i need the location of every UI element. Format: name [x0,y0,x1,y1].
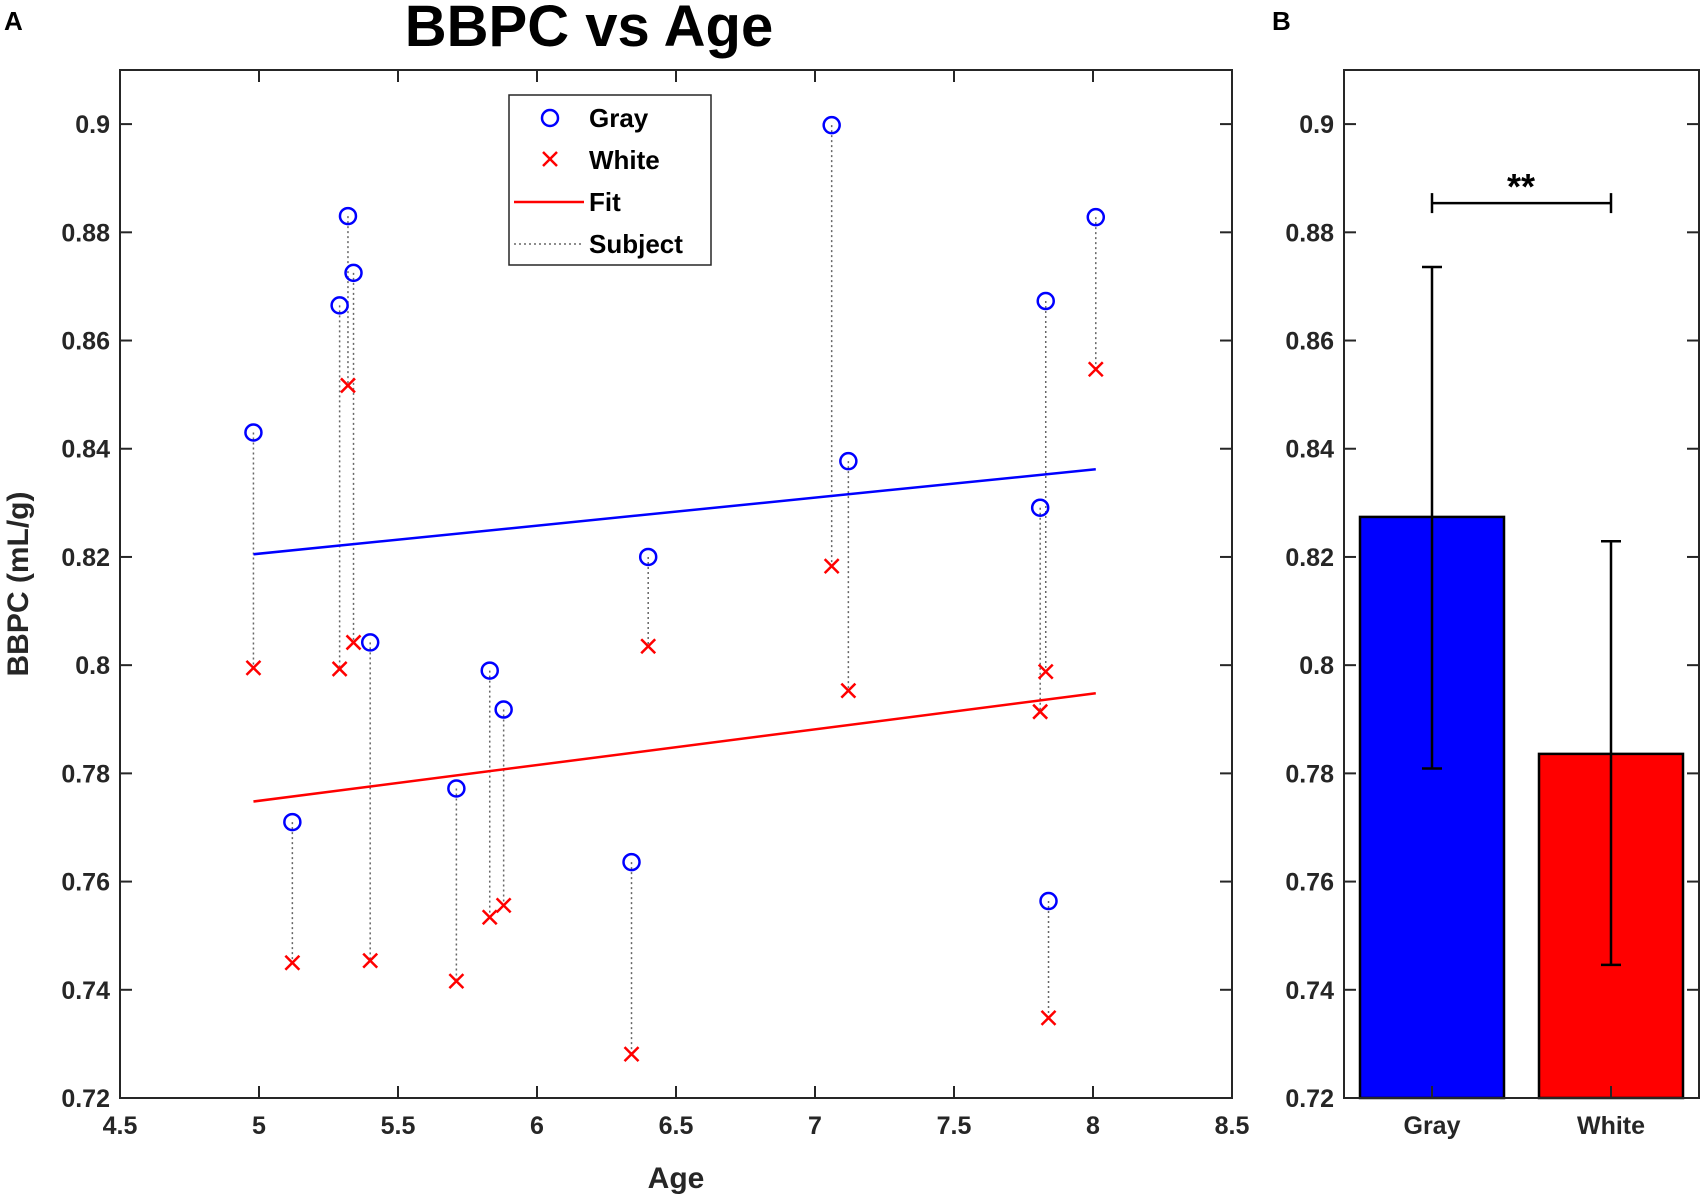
y-axis-b: 0.72 0.74 0.76 0.78 0.8 0.82 0.84 0.86 0.88 0.9 [1285,111,1699,1113]
scatter-chart: BBPC vs Age 0.720.740.760.780.80.820.840… [2,0,1249,1195]
x-tick-label: 7 [808,1112,822,1140]
y-tick-label: 0.74 [61,977,110,1005]
white-point [1032,703,1049,720]
white-point [481,909,498,926]
y-tick-label: 0.72 [61,1085,110,1113]
y-tick-label: 0.88 [1285,219,1334,247]
bars [1358,515,1685,1100]
x-tick-label: 7.5 [937,1112,972,1140]
gray-point [638,547,658,567]
subject-lines [252,125,1097,1055]
gray-point [622,852,641,872]
y-tick-label: 0.74 [1285,977,1334,1005]
x-tick-label: 6.5 [659,1112,694,1140]
x-tick-label: 5.5 [381,1112,416,1140]
x-tick-label: 5 [252,1112,266,1140]
white-point [1087,361,1104,378]
gray-point [480,661,499,680]
white-point [1037,663,1054,680]
x-axis-label: Age [648,1162,705,1195]
white-point [1040,1010,1057,1026]
white-fit-line [253,692,1096,803]
white-point [840,682,857,699]
gray-error-bar [1422,265,1442,770]
y-tick-label: 0.78 [1285,760,1334,788]
gray-point [330,296,349,315]
gray-point [360,633,380,652]
legend-fit-label: Fit [589,187,621,217]
y-tick-label: 0.8 [1299,652,1334,680]
legend-white-marker [542,151,558,167]
gray-point [839,451,858,471]
white-point [331,661,348,677]
white-point [362,952,379,969]
gray-point [1086,207,1106,227]
white-point [345,634,362,651]
gray-point [1039,891,1058,911]
y-tick-label: 0.78 [61,760,110,788]
x-tick-label: 8.5 [1215,1112,1250,1140]
white-point [448,973,465,990]
plot-area-b [1343,69,1700,1099]
y-tick-label: 0.8 [75,652,110,680]
x-axis-a: 4.5 5 5.5 6 6.5 7 7.5 8 8.5 [103,70,1250,1140]
white-point [623,1046,640,1063]
white-error-bar [1601,540,1621,967]
data-points [244,115,1106,1063]
significance-label: ** [1507,166,1535,207]
gray-point [1030,498,1050,517]
panel-label-b: B [1272,6,1291,36]
x-tick-label: 8 [1086,1112,1100,1140]
significance-line [1430,193,1613,214]
white-point [284,954,301,971]
legend-white-label: White [589,145,660,175]
y-tick-label: 0.82 [1285,544,1334,572]
x-tick-label: White [1577,1112,1645,1140]
y-tick-label: 0.84 [1285,436,1334,464]
y-tick-label: 0.9 [75,111,110,139]
y-tick-label: 0.9 [1299,111,1334,139]
chart-title: BBPC vs Age [405,0,774,59]
fit-lines [253,468,1096,803]
legend-subject-label: Subject [589,229,683,259]
y-axis-a: 0.72 0.74 0.76 0.78 0.8 0.82 0.84 0.86 0.88 0.9 [61,111,1232,1113]
gray-point [822,115,841,135]
y-axis-label: BBPC (mL/g) [2,492,35,677]
y-tick-label: 0.76 [61,869,110,897]
legend-gray-label: Gray [589,103,649,133]
gray-point [338,206,358,226]
bar-chart: 0.72 0.74 0.76 0.78 0.8 0.82 0.84 0.86 0.88 0.9 G… [1285,69,1700,1140]
white-point [340,377,356,394]
y-tick-label: 0.88 [61,219,110,247]
y-tick-label: 0.86 [61,328,110,356]
x-tick-label: Gray [1404,1112,1461,1140]
gray-point [244,423,263,442]
error-bars [1422,265,1621,967]
gray-point [494,700,513,719]
white-point [640,638,657,655]
gray-point [283,812,302,832]
x-axis-b: Gray White [1404,1086,1645,1140]
gray-fit-line [253,468,1096,556]
legend: Gray White Fit Subject [508,94,712,266]
white-point [823,558,840,575]
gray-point [447,779,466,798]
significance-bracket: ** [1430,166,1613,214]
gray-point [344,263,363,283]
y-tick-label: 0.82 [61,544,110,572]
panel-label-a: A [4,6,23,36]
white-point [495,897,512,914]
x-tick-label: 4.5 [103,1112,138,1140]
y-tick-label: 0.76 [1285,869,1334,897]
gray-point [1036,291,1055,311]
x-tick-label: 6 [530,1112,544,1140]
y-tick-label: 0.84 [61,436,110,464]
white-point [245,659,262,676]
legend-gray-marker [540,108,560,128]
y-tick-label: 0.86 [1285,328,1334,356]
y-tick-label: 0.72 [1285,1085,1334,1113]
